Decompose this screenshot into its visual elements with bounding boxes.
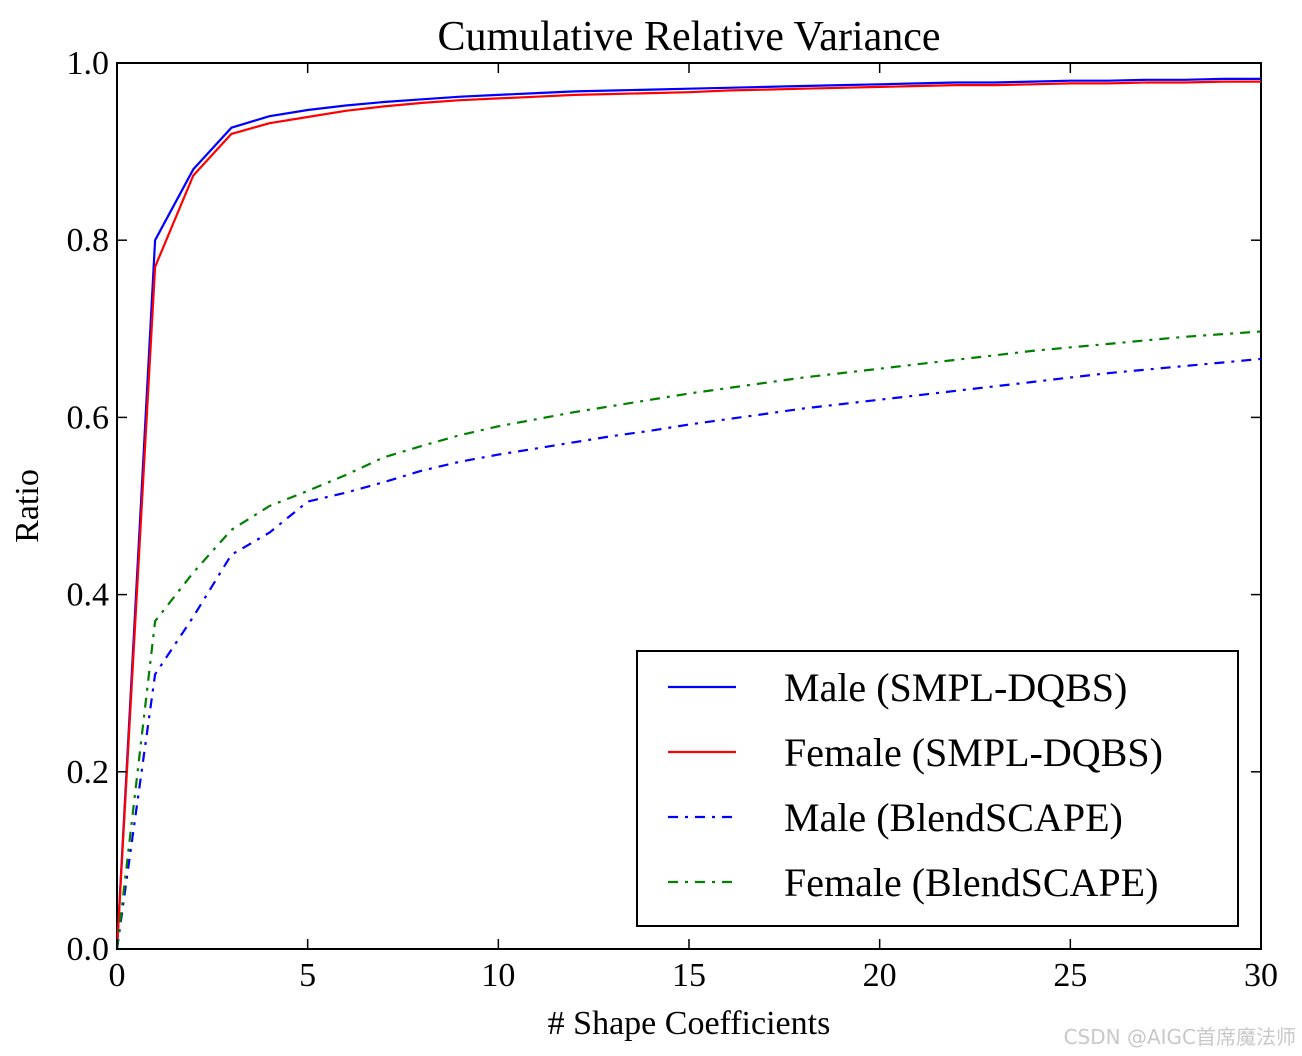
x-tick-label: 0 [109,957,126,994]
x-axis-label: # Shape Coefficients [548,1005,831,1042]
y-tick-label: 0.2 [67,754,110,791]
legend-label-2: Female (SMPL-DQBS) [784,730,1163,775]
series-layer [115,77,1262,950]
y-tick-label: 0.6 [67,399,110,436]
x-tick-label: 20 [863,957,897,994]
x-tick-label: 15 [672,957,706,994]
series-line-2 [115,80,1261,950]
series-line-1 [115,77,1261,950]
y-tick-label: 0.4 [67,577,110,614]
ticks-layer: 0 5 10 15 20 25 30 0.0 0.2 0.4 0.6 0.8 1.0 [67,45,1279,994]
legend-label-3: Male (BlendSCAPE) [784,795,1123,840]
chart-title: Cumulative Relative Variance [437,14,940,60]
legend-label-1: Male (SMPL-DQBS) [784,665,1127,710]
series-line-4 [115,330,1262,950]
legend-box [636,650,1239,927]
x-tick-label: 5 [299,957,316,994]
legend-label-4: Female (BlendSCAPE) [784,860,1158,905]
y-tick-label: 1.0 [67,45,110,82]
y-axis-label: Ratio [9,469,46,543]
x-tick-label: 25 [1053,957,1087,994]
y-tick-label: 0.8 [67,222,110,259]
legend-items: Male (SMPL-DQBS) Female (SMPL-DQBS) Male (… [668,665,1163,905]
series-line-3 [115,357,1262,950]
x-tick-label: 10 [481,957,515,994]
x-tick-label: 30 [1244,957,1278,994]
watermark-text: CSDN @AIGC首席魔法师 [1063,1025,1296,1049]
y-tick-label: 0.0 [67,931,110,968]
legend: Male (SMPL-DQBS) Female (SMPL-DQBS) Male (… [636,650,1239,927]
